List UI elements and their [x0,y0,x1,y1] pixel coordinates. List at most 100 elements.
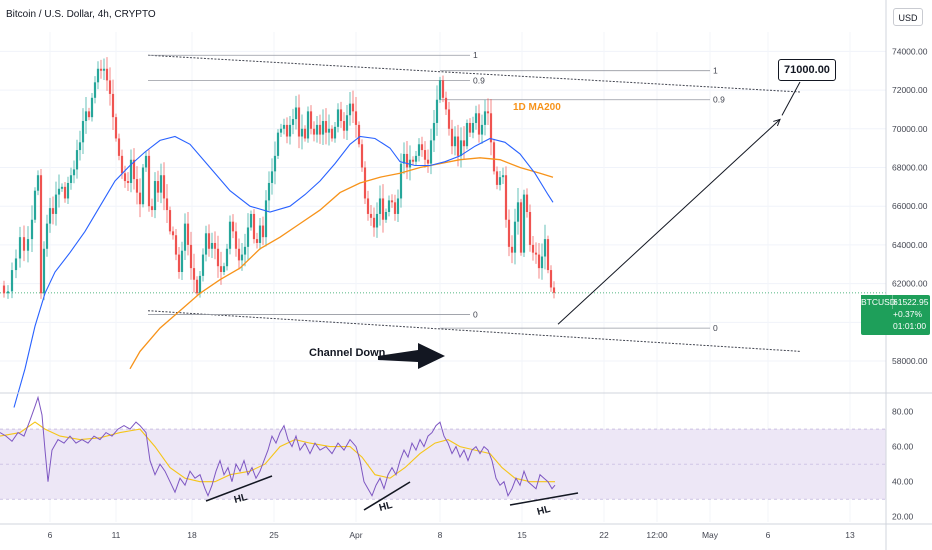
candle-body [234,231,238,249]
candle-body [297,107,301,137]
candle-body [321,121,325,135]
candle-body [303,128,307,139]
candle-body [336,109,340,127]
time-tick-label: 12:00 [646,530,668,540]
candle-body [84,111,88,122]
candle-body [183,223,187,251]
candle-body [291,119,295,125]
candle-body [435,99,439,123]
candle-body [522,194,526,253]
candle-body [507,219,511,247]
moving-averages [13,135,554,408]
candle-body [285,124,289,137]
bar-countdown: 01:01:00 [893,321,927,331]
candle-body [117,138,121,156]
candle-body [474,113,478,123]
candle-body [270,171,274,183]
candle-body [207,233,211,249]
price-tick-label: 70000.00 [892,124,928,134]
candle-body [405,153,409,168]
last-price-change: +0.37% [893,309,923,319]
fib-levels: 1 0.9 0 1 0.9 0 [148,50,725,333]
symbol-title[interactable]: Bitcoin / U.S. Dollar, 4h, CRYPTO [6,9,156,20]
candle-body [357,124,361,145]
candle-body [99,68,103,71]
candle-body [375,213,379,228]
candle-body [489,113,493,143]
candle-body [471,122,475,133]
hl-label: HL [536,504,552,518]
hl-label: HL [378,500,394,514]
candle-body [384,212,388,220]
candle-body [444,97,448,110]
candle-body [138,192,142,205]
candle-body [408,159,412,168]
candle-body [543,239,547,257]
candle-body [390,200,394,203]
candle-body [87,111,91,118]
candle-body [276,132,280,156]
candle-body [150,206,154,211]
candle-body [537,254,541,269]
candle-body [417,144,421,156]
candle-body [156,181,160,193]
price-tick-label: 66000.00 [892,201,928,211]
candle-body [42,248,46,294]
candle-body [306,111,310,139]
candle-body [90,97,94,118]
time-tick-label: Apr [349,530,362,540]
candle-body [381,198,385,220]
currency-button[interactable]: USD [893,8,923,26]
rsi-line [0,395,556,498]
candle-body [177,254,181,272]
fib-level-label: 0.9 [713,95,725,105]
hl-label: HL [233,492,249,506]
time-tick-label: 6 [48,530,53,540]
ma200-label: 1D MA200 [513,102,561,113]
candle-body [366,198,370,214]
candle-body [528,212,532,245]
candle-body [171,231,175,236]
candle-body [14,258,18,271]
candle-body [519,202,523,253]
candle-body [111,93,115,118]
time-tick-label: 11 [112,530,121,540]
candle-body [468,122,472,133]
candle-body [396,198,400,214]
candle-body [174,235,178,255]
time-tick-label: 15 [517,530,527,540]
projection-arrowhead [773,118,781,127]
candle-body [267,182,271,201]
fib-level-label: 0 [473,310,478,320]
channel-down-label: Channel Down [309,347,386,359]
fib-level-label: 1 [713,66,718,76]
candle-body [162,175,166,199]
candle-body [243,246,247,255]
candle-body [222,266,226,272]
candle-body [315,124,319,135]
price-tick-label: 68000.00 [892,162,928,172]
candle-body [237,248,241,261]
candle-body [363,167,367,199]
rsi-tick-label: 40.00 [892,477,914,487]
candles[interactable] [2,57,556,301]
fib-level-label: 0 [713,323,718,333]
candle-body [225,248,229,267]
candle-body [450,128,454,147]
candle-body [399,163,403,199]
candle-body [48,208,52,224]
candle-body [369,213,373,218]
candle-body [45,223,49,249]
candle-body [411,159,415,162]
candle-body [273,155,277,172]
rsi-lines [0,395,556,498]
last-price-value: 61522.95 [893,297,929,307]
candle-body [423,150,427,160]
hl-trendline [509,492,579,506]
channel-down-arrow [378,343,445,369]
price-tick-label: 64000.00 [892,240,928,250]
candle-body [114,117,118,139]
candle-body [264,200,268,238]
candle-body [531,244,535,253]
